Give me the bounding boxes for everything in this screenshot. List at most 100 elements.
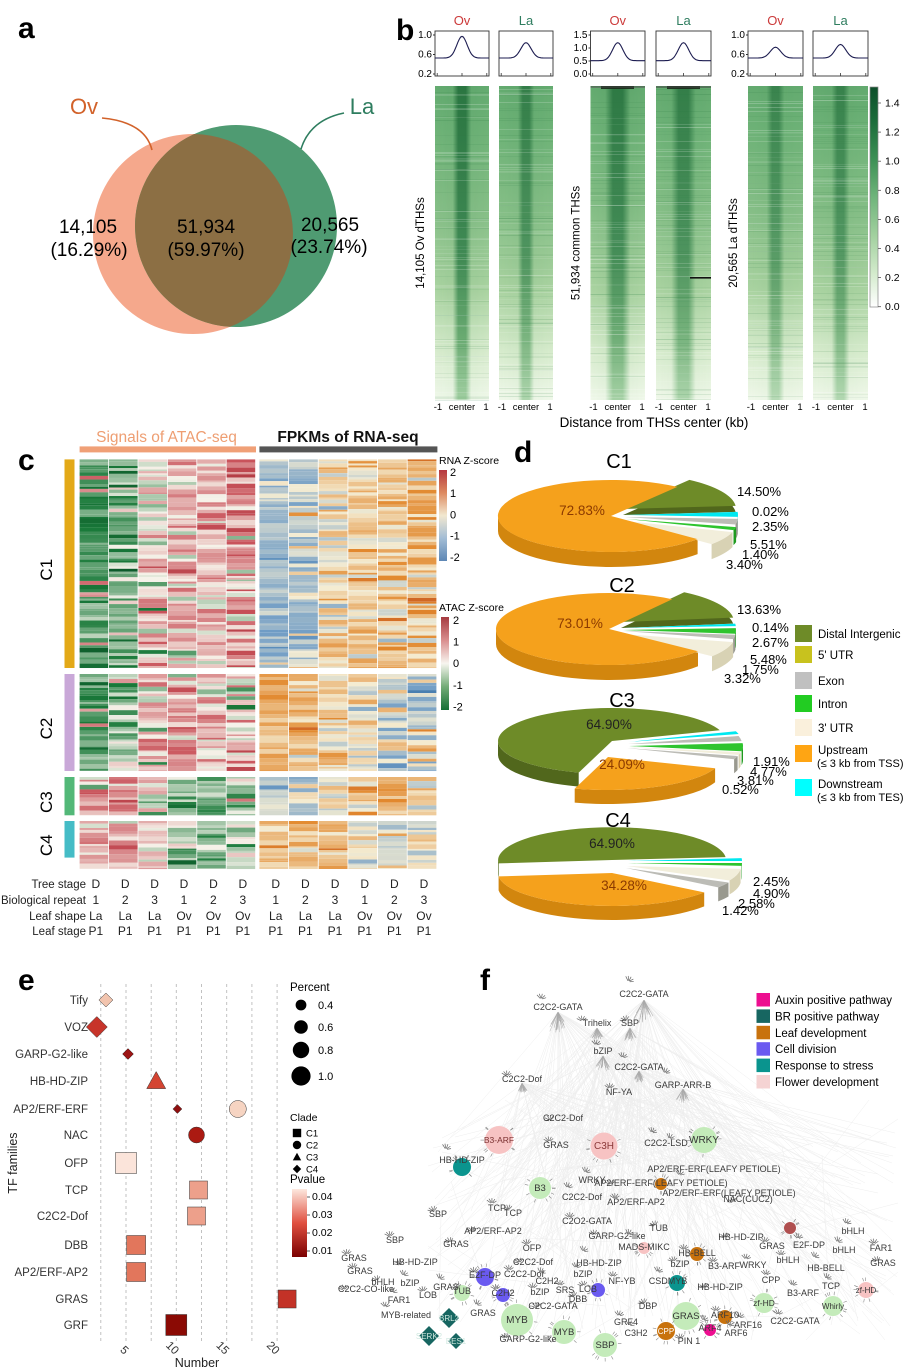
svg-text:SBP: SBP <box>595 1340 614 1351</box>
svg-text:0.0: 0.0 <box>885 301 900 313</box>
svg-text:1: 1 <box>483 402 488 413</box>
svg-text:0: 0 <box>450 509 456 521</box>
svg-text:AP2/ERF-AP2: AP2/ERF-AP2 <box>464 1226 522 1236</box>
svg-text:CPP: CPP <box>658 1327 674 1336</box>
svg-text:a: a <box>18 12 35 45</box>
svg-text:La: La <box>519 13 534 28</box>
svg-text:GRAS: GRAS <box>870 1258 896 1268</box>
svg-text:1.91%: 1.91% <box>753 754 790 769</box>
svg-text:1: 1 <box>547 402 552 413</box>
svg-text:64.90%: 64.90% <box>586 717 632 732</box>
svg-text:1: 1 <box>453 637 459 649</box>
svg-text:2: 2 <box>302 893 309 907</box>
svg-text:La: La <box>89 909 103 923</box>
svg-text:ATAC Z-score: ATAC Z-score <box>439 602 504 614</box>
svg-text:C1: C1 <box>606 451 632 473</box>
svg-text:C4: C4 <box>605 810 631 832</box>
svg-text:1.2: 1.2 <box>885 127 900 139</box>
svg-text:Pvalue: Pvalue <box>290 1174 325 1186</box>
svg-text:P1: P1 <box>235 924 250 938</box>
svg-text:1.0: 1.0 <box>318 1071 333 1083</box>
svg-text:0.6: 0.6 <box>418 50 432 61</box>
svg-text:ARF16: ARF16 <box>734 1320 762 1330</box>
svg-text:51,934 common THSs: 51,934 common THSs <box>571 186 583 300</box>
svg-text:C2C2-Dof: C2C2-Dof <box>502 1074 543 1084</box>
svg-text:3.40%: 3.40% <box>726 557 763 572</box>
svg-text:1: 1 <box>705 402 710 413</box>
svg-text:Exon: Exon <box>818 676 844 688</box>
svg-text:Intron: Intron <box>818 699 847 711</box>
svg-text:BES1: BES1 <box>446 1337 467 1346</box>
svg-text:VOZ: VOZ <box>64 1022 88 1034</box>
svg-text:center: center <box>449 402 475 413</box>
svg-text:P1: P1 <box>147 924 162 938</box>
svg-text:Leaf shape: Leaf shape <box>29 911 86 923</box>
svg-text:C2H2: C2H2 <box>535 1276 558 1286</box>
svg-text:3.32%: 3.32% <box>724 671 761 686</box>
svg-text:64.90%: 64.90% <box>589 836 635 851</box>
svg-text:C3: C3 <box>306 1153 318 1164</box>
svg-text:Ov: Ov <box>206 909 221 923</box>
svg-text:C2C2-Dof: C2C2-Dof <box>504 1269 545 1279</box>
svg-text:3: 3 <box>421 893 428 907</box>
svg-text:2: 2 <box>453 615 459 627</box>
svg-text:c: c <box>18 444 35 477</box>
svg-text:B3-ARF: B3-ARF <box>484 1135 514 1145</box>
svg-text:D: D <box>91 877 100 891</box>
svg-text:0.02%: 0.02% <box>752 504 789 519</box>
svg-text:E2F-DP: E2F-DP <box>793 1240 825 1250</box>
svg-text:GRAS: GRAS <box>443 1239 469 1249</box>
svg-text:GARP-G2-like: GARP-G2-like <box>588 1231 645 1241</box>
svg-text:0.52%: 0.52% <box>722 782 759 797</box>
svg-text:51,934: 51,934 <box>177 217 236 238</box>
svg-text:C1: C1 <box>37 559 56 581</box>
svg-text:Whirly: Whirly <box>822 1302 844 1311</box>
svg-text:-1: -1 <box>812 402 820 413</box>
svg-text:24.09%: 24.09% <box>599 757 645 772</box>
svg-text:bZIP: bZIP <box>400 1278 419 1288</box>
svg-text:P1: P1 <box>357 924 372 938</box>
svg-text:P1: P1 <box>88 924 103 938</box>
svg-text:13.63%: 13.63% <box>737 602 782 617</box>
svg-text:ARF4: ARF4 <box>698 1323 721 1333</box>
svg-text:SBP: SBP <box>386 1235 404 1245</box>
svg-text:NAC(CUC2): NAC(CUC2) <box>723 1194 773 1204</box>
svg-text:0.2: 0.2 <box>885 272 900 284</box>
svg-text:1.0: 1.0 <box>731 30 745 41</box>
svg-text:TCP: TCP <box>488 1203 506 1213</box>
svg-text:C4: C4 <box>306 1165 318 1176</box>
svg-text:Response to stress: Response to stress <box>775 1061 874 1073</box>
svg-text:d: d <box>514 436 532 469</box>
svg-text:GARP-G2-like: GARP-G2-like <box>499 1334 556 1344</box>
svg-text:FAR1: FAR1 <box>388 1295 411 1305</box>
svg-text:bHLH: bHLH <box>832 1245 855 1255</box>
svg-text:Clade: Clade <box>290 1112 318 1124</box>
svg-text:WRKY: WRKY <box>689 1135 719 1146</box>
svg-text:HB-HD-ZIP: HB-HD-ZIP <box>718 1232 764 1242</box>
svg-text:MYB-related: MYB-related <box>381 1310 431 1320</box>
svg-text:f: f <box>480 964 491 997</box>
svg-text:0.03: 0.03 <box>312 1209 333 1221</box>
svg-text:Leaf development: Leaf development <box>775 1028 867 1040</box>
svg-text:1.0: 1.0 <box>418 30 432 41</box>
svg-text:1: 1 <box>862 402 867 413</box>
svg-text:NF-YA: NF-YA <box>606 1087 632 1097</box>
svg-text:C3H2: C3H2 <box>624 1328 647 1338</box>
svg-text:La: La <box>676 13 691 28</box>
svg-text:HB-BELL: HB-BELL <box>678 1248 716 1258</box>
svg-text:2.35%: 2.35% <box>752 519 789 534</box>
svg-text:DBP: DBP <box>639 1301 658 1311</box>
svg-text:Number: Number <box>175 1356 219 1370</box>
svg-text:Ov: Ov <box>454 13 471 28</box>
svg-text:P1: P1 <box>387 924 402 938</box>
svg-text:GRF4: GRF4 <box>614 1317 638 1327</box>
svg-text:D: D <box>238 877 247 891</box>
svg-text:GRAS: GRAS <box>673 1311 700 1322</box>
svg-text:Ov: Ov <box>235 909 250 923</box>
svg-text:NF-YB: NF-YB <box>609 1276 636 1286</box>
svg-text:GRAS: GRAS <box>433 1282 459 1292</box>
svg-text:bZIP: bZIP <box>530 1287 549 1297</box>
svg-text:(59.97%): (59.97%) <box>167 240 244 261</box>
svg-text:C2C2-GATA: C2C2-GATA <box>533 1002 582 1012</box>
svg-text:3' UTR: 3' UTR <box>818 723 853 735</box>
